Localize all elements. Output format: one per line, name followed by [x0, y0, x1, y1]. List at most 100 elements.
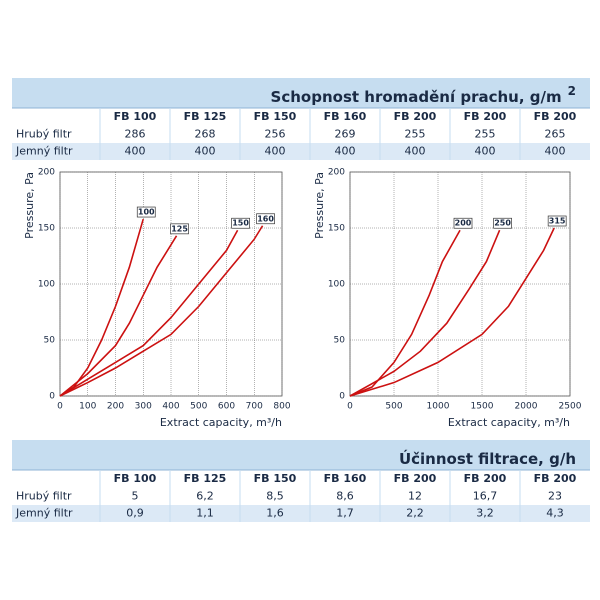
table-title: Účinnost filtrace, g/h	[399, 449, 576, 468]
curve-label-box	[170, 223, 189, 235]
y-tick-label: 0	[339, 392, 345, 402]
column-header: FB 100	[114, 110, 157, 123]
x-tick-label: 700	[246, 402, 263, 412]
column-header: FB 200	[464, 472, 507, 485]
curve-label: 125	[171, 224, 188, 233]
cell-value: 268	[195, 128, 216, 141]
x-tick-label: 0	[347, 402, 353, 412]
y-tick-label: 200	[328, 168, 345, 178]
cell-value: 4,3	[546, 507, 564, 520]
table-title: Schopnost hromadění prachu, g/m 2	[271, 84, 576, 106]
column-header: FB 150	[254, 110, 297, 123]
table-title-text: Schopnost hromadění prachu, g/m	[271, 88, 562, 106]
table-row-band	[12, 126, 590, 143]
curve-label-box	[231, 217, 250, 229]
table-row-band	[12, 108, 590, 126]
curve-label: 315	[549, 217, 566, 226]
cell-value: 6,2	[196, 490, 214, 503]
cell-value: 12	[408, 490, 422, 503]
y-tick-label: 0	[49, 392, 55, 402]
column-header: FB 200	[394, 472, 437, 485]
y-tick-label: 50	[334, 336, 346, 346]
curve-label: 250	[494, 219, 511, 228]
cell-value: 23	[548, 490, 562, 503]
table-title-band	[12, 78, 590, 108]
cell-value: 269	[335, 128, 356, 141]
x-tick-label: 500	[190, 402, 207, 412]
x-tick-label: 400	[162, 402, 179, 412]
column-header: FB 200	[464, 110, 507, 123]
table-title-text: Účinnost filtrace, g/h	[399, 449, 576, 468]
curve	[349, 229, 461, 397]
curve-label: 160	[257, 214, 274, 223]
cell-value: 2,2	[406, 507, 424, 520]
y-tick-label: 100	[328, 280, 345, 290]
x-tick-label: 2500	[559, 402, 582, 412]
table-row-band	[12, 505, 590, 522]
y-axis-label: Pressure, Pa	[23, 172, 36, 239]
y-tick-label: 150	[38, 224, 55, 234]
x-tick-label: 2000	[515, 402, 538, 412]
column-header: FB 100	[114, 472, 157, 485]
curve-label: 150	[232, 219, 249, 228]
row-label: Hrubý filtr	[16, 490, 72, 503]
x-tick-label: 600	[218, 402, 235, 412]
x-tick-label: 800	[273, 402, 290, 412]
column-header: FB 150	[254, 472, 297, 485]
curve-label-box	[136, 206, 156, 218]
cell-value: 400	[195, 145, 216, 158]
cell-value: 1,1	[196, 507, 214, 520]
cell-value: 265	[545, 128, 566, 141]
cell-value: 400	[405, 145, 426, 158]
cell-value: 400	[545, 145, 566, 158]
curve-label-box	[256, 213, 275, 225]
column-header: FB 200	[534, 110, 577, 123]
table-row-band	[12, 488, 590, 505]
y-tick-label: 50	[44, 336, 56, 346]
curve-label: 100	[138, 208, 155, 217]
x-tick-label: 100	[79, 402, 96, 412]
cell-value: 8,6	[336, 490, 354, 503]
cell-value: 16,7	[473, 490, 498, 503]
y-tick-label: 150	[328, 224, 345, 234]
cell-value: 8,5	[266, 490, 284, 503]
x-tick-label: 200	[107, 402, 124, 412]
curve-label-box	[493, 217, 512, 229]
curve	[349, 227, 555, 397]
column-header: FB 200	[394, 110, 437, 123]
curve	[59, 235, 178, 397]
x-tick-label: 0	[57, 402, 63, 412]
cell-value: 255	[405, 128, 426, 141]
cell-value: 400	[125, 145, 146, 158]
cell-value: 400	[475, 145, 496, 158]
cell-value: 1,7	[336, 507, 354, 520]
cell-value: 5	[132, 490, 139, 503]
table-title-band	[12, 440, 590, 470]
x-tick-label: 500	[385, 402, 402, 412]
cell-value: 400	[335, 145, 356, 158]
cell-value: 286	[125, 128, 146, 141]
y-tick-label: 100	[38, 280, 55, 290]
cell-value: 255	[475, 128, 496, 141]
table-title-superscript: 2	[568, 84, 576, 98]
row-label: Jemný filtr	[15, 507, 73, 520]
cell-value: 1,6	[266, 507, 284, 520]
table-row-band	[12, 143, 590, 160]
x-axis-label: Extract capacity, m³/h	[448, 416, 570, 429]
y-tick-label: 200	[38, 168, 55, 178]
row-label: Jemný filtr	[15, 145, 73, 158]
curve	[349, 229, 501, 397]
x-axis-label: Extract capacity, m³/h	[160, 416, 282, 429]
x-tick-label: 1000	[427, 402, 450, 412]
curve-label-box	[453, 217, 473, 229]
x-tick-label: 300	[135, 402, 152, 412]
cell-value: 400	[265, 145, 286, 158]
x-tick-label: 1500	[471, 402, 494, 412]
curve	[59, 229, 239, 397]
curve	[59, 225, 264, 397]
cell-value: 3,2	[476, 507, 494, 520]
curve-label-box	[547, 215, 567, 227]
column-header: FB 200	[534, 472, 577, 485]
column-header: FB 125	[184, 110, 227, 123]
